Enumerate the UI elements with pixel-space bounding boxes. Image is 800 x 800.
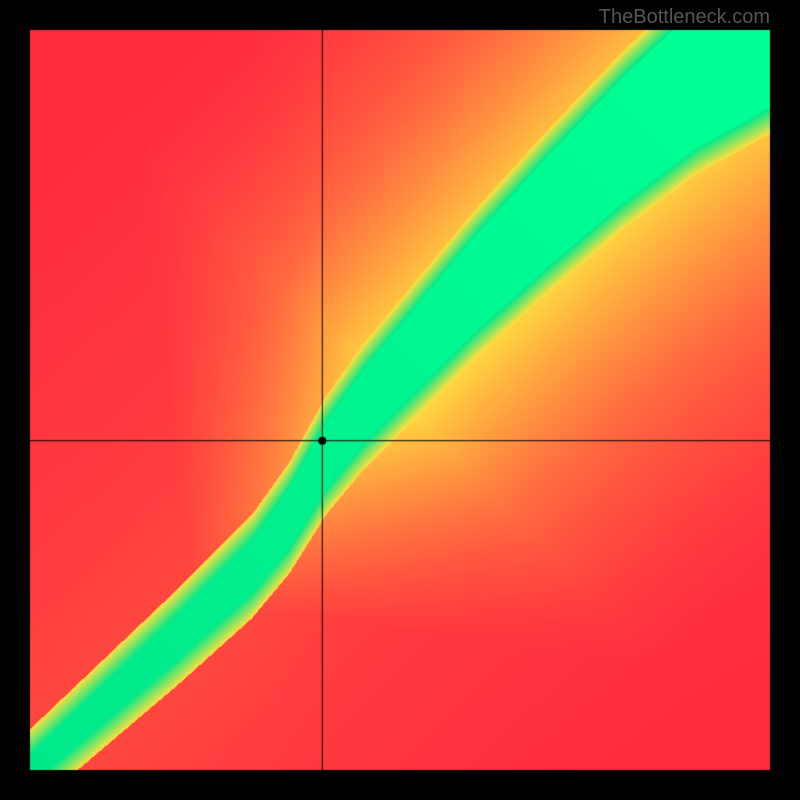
watermark-text: TheBottleneck.com	[599, 6, 770, 29]
heatmap-canvas	[0, 0, 800, 800]
bottleneck-heatmap: TheBottleneck.com	[0, 0, 800, 800]
